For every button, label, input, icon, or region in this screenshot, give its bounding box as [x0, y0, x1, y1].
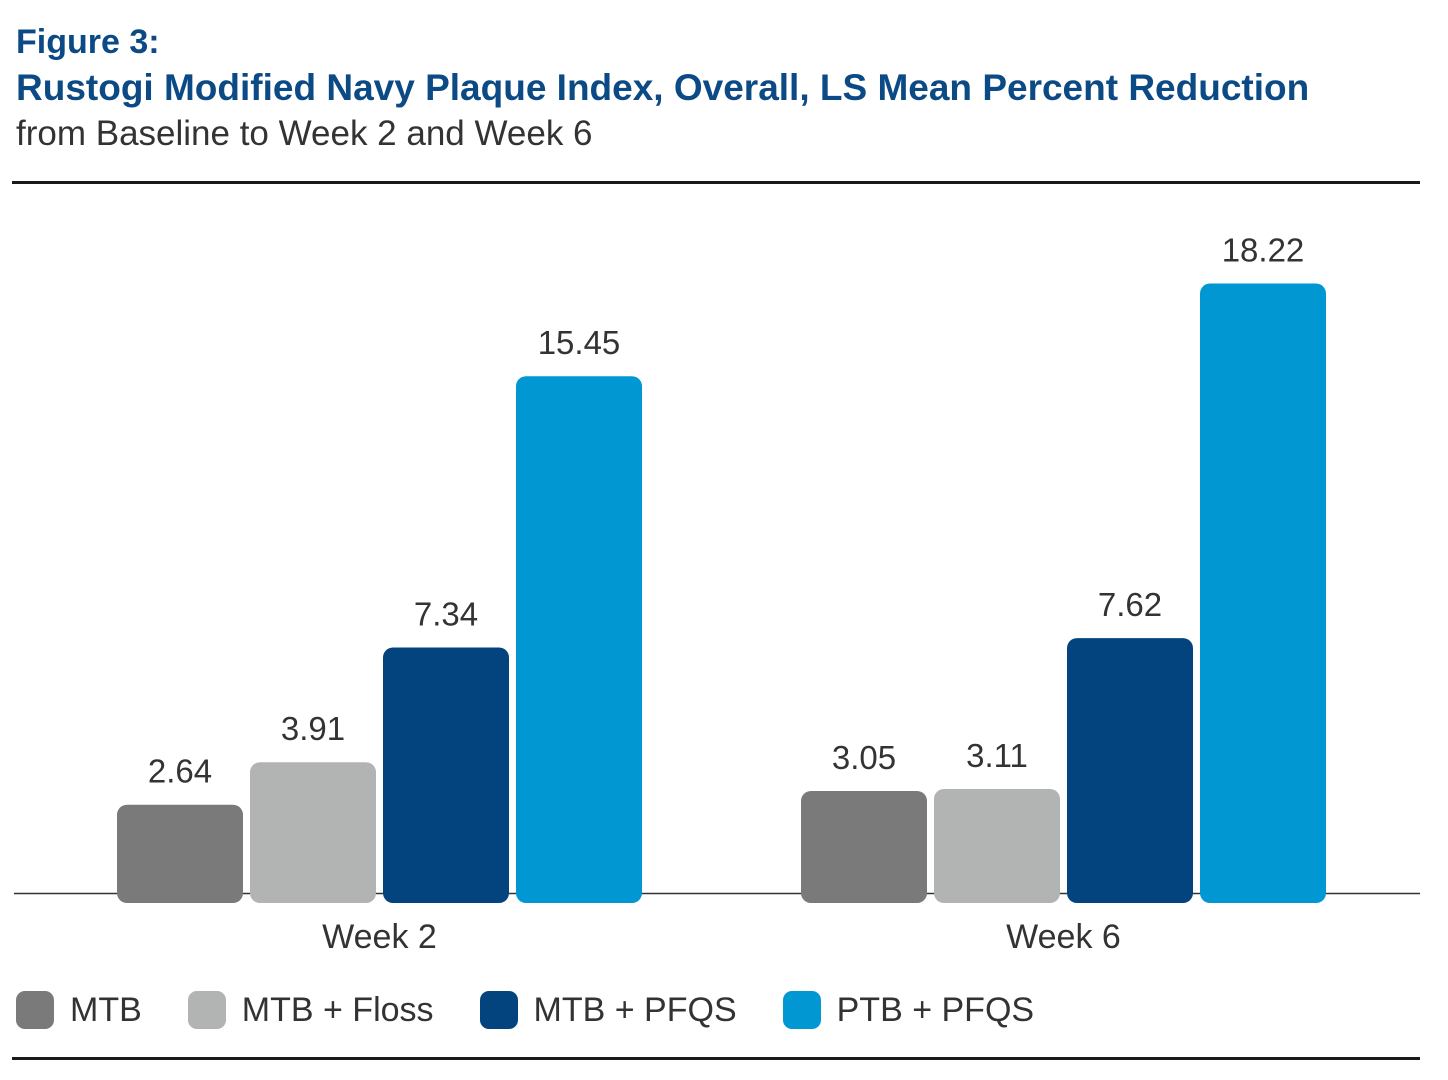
- bottom-divider: [12, 1057, 1420, 1060]
- data-label-week-2-ptb-pfqs: 15.45: [538, 324, 621, 361]
- data-label-week-6-ptb-pfqs: 18.22: [1222, 232, 1305, 269]
- chart-subtitle: from Baseline to Week 2 and Week 6: [16, 114, 593, 153]
- legend-label-ptb-pfqs: PTB + PFQS: [836, 990, 1035, 1029]
- bar-chart: 2.64 3.91 7.34 15.45 Week 2 3.05 3.11 7.62 18.22…: [14, 232, 1420, 956]
- legend-label-mtb-floss: MTB + Floss: [241, 990, 434, 1029]
- legend-swatch-mtb-pfqs: [479, 991, 518, 1029]
- legend-swatch-ptb-pfqs: [782, 991, 821, 1029]
- data-label-week-2-mtb-floss: 3.91: [281, 710, 345, 747]
- bar-week-2-mtb-floss: [250, 762, 376, 903]
- bar-week-2-mtb: [117, 804, 243, 903]
- top-divider: [12, 181, 1420, 184]
- bar-week-6-ptb-pfqs: [1200, 283, 1326, 903]
- bar-week-2-mtb-pfqs: [383, 647, 509, 903]
- bar-week-6-mtb: [801, 790, 927, 903]
- x-tick-label-week-6: Week 6: [1006, 918, 1121, 956]
- legend-label-mtb-pfqs: MTB + PFQS: [533, 990, 737, 1029]
- data-label-week-6-mtb-floss: 3.11: [966, 737, 1028, 774]
- chart-title: Rustogi Modified Navy Plaque Index, Over…: [16, 67, 1310, 108]
- figure-label: Figure 3:: [16, 23, 160, 61]
- legend-item-mtb-pfqs: MTB + PFQS: [479, 990, 737, 1030]
- legend-item-mtb-floss: MTB + Floss: [187, 990, 434, 1030]
- bar-week-2-ptb-pfqs: [516, 376, 642, 903]
- data-label-week-6-mtb-pfqs: 7.62: [1098, 586, 1162, 623]
- bar-week-6-mtb-floss: [934, 788, 1060, 903]
- bar-week-6-mtb-pfqs: [1067, 638, 1193, 903]
- data-label-week-2-mtb-pfqs: 7.34: [414, 595, 478, 632]
- data-label-week-2-mtb: 2.64: [148, 753, 212, 790]
- legend-label-mtb: MTB: [70, 990, 142, 1029]
- legend-item-ptb-pfqs: PTB + PFQS: [782, 990, 1035, 1030]
- chart-legend: MTB MTB + Floss MTB + PFQS PTB + PFQS: [16, 985, 1080, 1035]
- data-label-week-6-mtb: 3.05: [832, 739, 896, 776]
- legend-swatch-mtb: [16, 991, 54, 1029]
- legend-item-mtb: MTB: [16, 991, 142, 1030]
- x-tick-label-week-2: Week 2: [322, 918, 437, 956]
- legend-swatch-mtb-floss: [187, 991, 226, 1029]
